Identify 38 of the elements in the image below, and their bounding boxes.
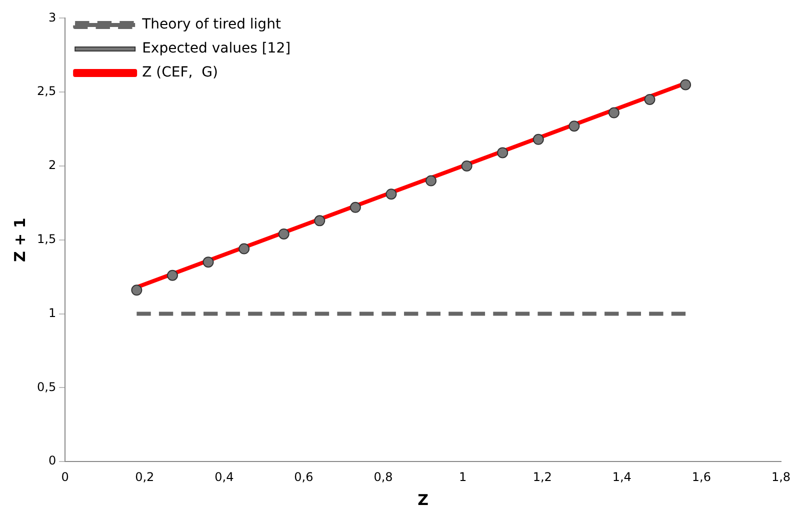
point <box>461 160 472 172</box>
point <box>608 107 620 118</box>
point <box>568 120 580 132</box>
point <box>386 188 397 200</box>
x-tick-label: 0 <box>61 470 69 484</box>
x-tick-label: 1,8 <box>771 470 791 484</box>
legend-label: Theory of tired light <box>141 16 282 33</box>
x-tick-label: 0,4 <box>214 470 234 484</box>
point <box>532 134 544 145</box>
y-axis-title: Z + 1 <box>10 218 29 262</box>
x-tick-label: 0,2 <box>135 470 154 484</box>
x-tick-label: 1,6 <box>692 470 711 484</box>
point <box>497 147 508 158</box>
y-tick-label: 1 <box>48 306 56 320</box>
y-tick-label: 2 <box>48 158 56 172</box>
point <box>425 175 436 186</box>
point <box>278 228 290 240</box>
x-axis-title: Z <box>418 490 429 509</box>
y-tick-label: 3 <box>48 10 56 24</box>
point <box>680 79 692 90</box>
legend-label: Z (CEF, G) <box>142 64 218 81</box>
x-tick-label: 0,8 <box>374 470 393 484</box>
point <box>238 243 250 254</box>
point <box>131 284 142 296</box>
y-tick-label: 2,5 <box>36 84 56 98</box>
x-tick-label: 0,6 <box>294 470 314 484</box>
y-tick-label: 0 <box>48 454 56 468</box>
point <box>314 215 326 226</box>
legend-label: Expected values [12] <box>142 40 291 57</box>
y-tick-label: 0,5 <box>36 380 56 394</box>
x-tick-label: 1,2 <box>532 470 552 484</box>
point <box>644 94 656 105</box>
x-tick-label: 1,4 <box>612 470 632 484</box>
y-tick-label: 1,5 <box>36 232 56 246</box>
x-tick-label: 1 <box>458 470 467 484</box>
point <box>350 202 361 213</box>
point <box>202 256 214 268</box>
point <box>166 270 178 281</box>
